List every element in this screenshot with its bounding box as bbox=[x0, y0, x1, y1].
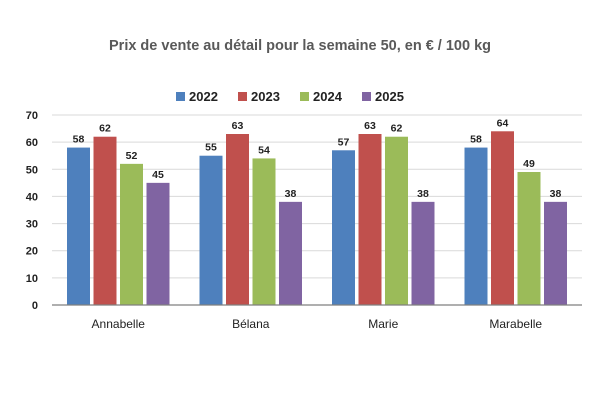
legend-label-2024: 2024 bbox=[313, 89, 343, 104]
x-tick-label: Marie bbox=[368, 317, 398, 331]
y-tick-label: 30 bbox=[26, 219, 38, 231]
y-axis-ticks: 0 10 20 30 40 50 60 70 bbox=[26, 110, 38, 312]
bar-2023-annabelle bbox=[93, 136, 117, 305]
data-label: 38 bbox=[550, 188, 562, 200]
y-tick-label: 10 bbox=[26, 273, 38, 285]
bar-2024-marabelle bbox=[517, 172, 541, 305]
bar-2024-bélana bbox=[252, 158, 276, 305]
y-tick-label: 40 bbox=[26, 191, 38, 203]
data-label: 62 bbox=[99, 123, 111, 135]
data-label: 62 bbox=[391, 123, 403, 135]
bar-2024-marie bbox=[385, 136, 408, 305]
x-tick-label: Bélana bbox=[232, 317, 270, 331]
bar-2022-marabelle bbox=[464, 147, 488, 305]
legend-label-2023: 2023 bbox=[251, 89, 280, 104]
data-label: 49 bbox=[523, 158, 535, 170]
data-label: 52 bbox=[126, 150, 138, 162]
legend-swatch-2023 bbox=[238, 92, 247, 101]
bar-2023-marabelle bbox=[491, 131, 514, 305]
data-label: 57 bbox=[338, 136, 350, 148]
data-label: 45 bbox=[152, 169, 164, 181]
bar-2024-annabelle bbox=[120, 163, 143, 305]
x-axis-ticks: Annabelle Bélana Marie Marabelle bbox=[92, 317, 543, 331]
data-label: 64 bbox=[497, 117, 509, 129]
data-label: 58 bbox=[73, 134, 85, 146]
bar-2025-bélana bbox=[279, 201, 302, 305]
legend-swatch-2024 bbox=[300, 92, 309, 101]
bar-2023-marie bbox=[358, 134, 382, 305]
bar-2022-annabelle bbox=[67, 147, 90, 305]
bar-2025-annabelle bbox=[146, 182, 170, 305]
data-label: 63 bbox=[232, 120, 244, 132]
data-label: 38 bbox=[417, 188, 429, 200]
bar-2022-bélana bbox=[199, 155, 223, 305]
bar-2022-marie bbox=[332, 150, 355, 305]
bars bbox=[67, 131, 567, 305]
data-label: 63 bbox=[364, 120, 376, 132]
x-tick-label: Marabelle bbox=[489, 317, 542, 331]
x-tick-label: Annabelle bbox=[92, 317, 146, 331]
data-labels: 58 62 52 45 55 63 54 38 57 63 62 38 58 64 49 38 bbox=[73, 117, 562, 200]
data-label: 55 bbox=[205, 142, 217, 154]
y-tick-label: 60 bbox=[26, 137, 38, 149]
legend-label-2025: 2025 bbox=[375, 89, 404, 104]
y-tick-label: 50 bbox=[26, 164, 38, 176]
legend-label-2022: 2022 bbox=[189, 89, 218, 104]
bar-2025-marabelle bbox=[544, 201, 567, 305]
bar-2023-bélana bbox=[226, 134, 249, 305]
data-label: 58 bbox=[470, 134, 482, 146]
y-tick-label: 0 bbox=[32, 300, 38, 312]
data-label: 38 bbox=[285, 188, 297, 200]
data-label: 54 bbox=[258, 144, 270, 156]
legend-swatch-2025 bbox=[362, 92, 371, 101]
y-tick-label: 70 bbox=[26, 110, 38, 122]
y-tick-label: 20 bbox=[26, 246, 38, 258]
chart-title: Prix de vente au détail pour la semaine … bbox=[109, 38, 491, 54]
bar-2025-marie bbox=[411, 201, 435, 305]
legend: 2022 2023 2024 2025 bbox=[176, 89, 404, 104]
legend-swatch-2022 bbox=[176, 92, 185, 101]
